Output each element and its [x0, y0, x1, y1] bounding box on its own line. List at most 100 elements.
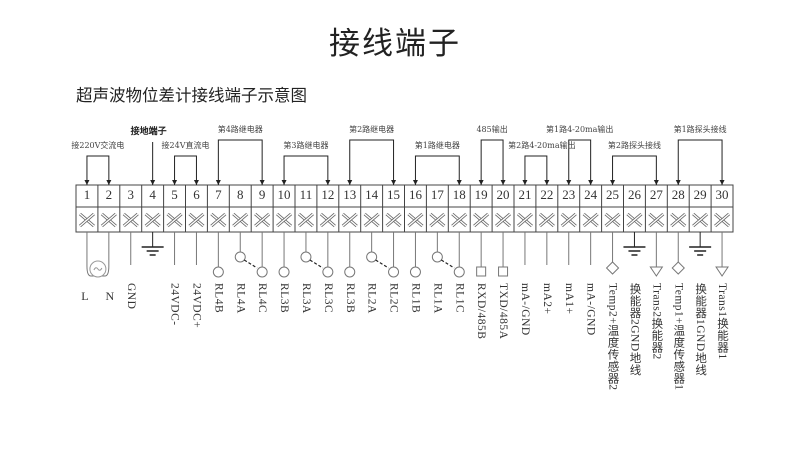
- screw-x-icon: [166, 212, 183, 228]
- screw-x-inner: [517, 213, 533, 227]
- terminal-number: 4: [149, 187, 156, 202]
- header-label: 接220V交流电: [71, 141, 125, 150]
- screw-x-inner: [320, 213, 336, 227]
- screw-x-inner: [210, 213, 226, 227]
- screw-x-inner: [276, 213, 292, 227]
- terminal-number: 1: [83, 187, 91, 202]
- screw-x-inner: [188, 213, 204, 227]
- switch-lever-icon: [309, 259, 324, 269]
- terminal-number: 27: [649, 187, 663, 202]
- terminal-number: 20: [496, 187, 510, 202]
- screw-x-icon: [100, 212, 117, 228]
- screw-x-inner: [342, 213, 358, 227]
- arrow-down-icon: [500, 180, 506, 185]
- screw-x-icon: [210, 212, 227, 228]
- terminal-number: 28: [671, 187, 685, 202]
- terminal-number: 14: [365, 187, 379, 202]
- ground-icon: [623, 246, 646, 256]
- screw-x-icon: [560, 212, 577, 228]
- terminal-label: Trans1换能器1: [716, 283, 729, 360]
- terminal-circle-icon: [453, 266, 465, 278]
- terminal-label: TXD/485A: [497, 283, 510, 340]
- screw-x-icon: [144, 212, 161, 228]
- header-label: 第1路4-20ma输出: [545, 125, 614, 134]
- terminal-number: 13: [343, 187, 357, 202]
- screw-x-icon: [692, 212, 709, 228]
- arrow-down-icon: [478, 180, 484, 185]
- screw-x-inner: [670, 213, 686, 227]
- screw-x-icon: [451, 212, 468, 228]
- arrow-down-icon: [391, 180, 397, 185]
- terminal-number: 22: [540, 187, 554, 202]
- terminal-number: 21: [518, 187, 532, 202]
- terminal-number: 8: [237, 187, 244, 202]
- terminal-number: 15: [387, 187, 401, 202]
- switch-contact-icon: [300, 251, 312, 263]
- screw-x-icon: [626, 212, 643, 228]
- screw-x-inner: [583, 213, 599, 227]
- terminal-label: RL4C: [256, 283, 269, 314]
- header-bracket: [677, 139, 723, 185]
- arrow-down-icon: [84, 180, 90, 185]
- screw-x-icon: [582, 212, 599, 228]
- screw-x-inner: [298, 213, 314, 227]
- terminal-diamond-icon: [671, 261, 685, 275]
- terminal-number: 26: [627, 187, 641, 202]
- screw-x-icon: [516, 212, 533, 228]
- screw-x-inner: [714, 213, 730, 227]
- terminal-label: RL3A: [299, 283, 312, 314]
- screw-x-inner: [495, 213, 511, 227]
- terminal-triangle-icon: [715, 266, 729, 277]
- screw-x-inner: [626, 213, 642, 227]
- screw-x-icon: [648, 212, 665, 228]
- screw-x-icon: [670, 212, 687, 228]
- arrow-down-icon: [193, 180, 199, 185]
- terminal-number: 18: [452, 187, 466, 202]
- terminal-label: GND: [124, 283, 137, 310]
- terminal-number: 5: [171, 187, 178, 202]
- terminal-label: RL4B: [212, 283, 225, 314]
- header-bracket: [568, 139, 592, 185]
- arrow-down-icon: [412, 180, 418, 185]
- terminal-circle-icon: [256, 266, 268, 278]
- terminal-label: mA-/GND: [584, 283, 597, 336]
- header-label: 485输出: [476, 125, 508, 134]
- terminal-label: Trans2换能器2: [650, 283, 663, 360]
- screw-x-inner: [539, 213, 555, 227]
- screw-x-inner: [364, 213, 380, 227]
- terminal-number: 7: [215, 187, 222, 202]
- terminal-label: mA-/GND: [518, 283, 531, 336]
- switch-contact-icon: [234, 251, 246, 263]
- terminal-number: 29: [693, 187, 707, 202]
- terminal-diamond-icon: [605, 261, 620, 275]
- screw-x-icon: [78, 212, 95, 228]
- header-label: 第2路探头接线: [607, 141, 661, 150]
- terminal-label: mA2+: [540, 283, 553, 315]
- terminal-number: 17: [430, 187, 444, 202]
- terminal-label: RL3B: [278, 283, 291, 314]
- terminal-label: 24VDC-: [168, 283, 181, 326]
- header-bracket: [349, 139, 395, 185]
- header-label: 第2路4-20ma输出: [508, 141, 576, 150]
- screw-x-inner: [232, 213, 248, 227]
- terminal-triangle-icon: [649, 266, 664, 277]
- header-label: 第1路继电器: [414, 141, 460, 150]
- screw-x-icon: [473, 212, 490, 228]
- screw-x-inner: [407, 213, 423, 227]
- screw-x-inner: [254, 213, 270, 227]
- arrow-down-icon: [653, 180, 659, 185]
- terminal-number: 6: [193, 187, 200, 202]
- terminal-square-icon: [476, 266, 487, 277]
- terminal-label: L: [81, 289, 89, 303]
- screw-x-icon: [495, 212, 512, 228]
- screw-x-icon: [341, 212, 358, 228]
- screw-x-inner: [123, 213, 139, 227]
- screw-x-icon: [254, 212, 271, 228]
- terminal-label: RL2A: [365, 283, 378, 314]
- screw-x-icon: [385, 212, 402, 228]
- terminal-number: 10: [277, 187, 291, 202]
- screw-x-inner: [451, 213, 467, 227]
- screw-x-icon: [429, 212, 446, 228]
- arrow-down-icon: [281, 180, 287, 185]
- screw-x-inner: [145, 213, 161, 227]
